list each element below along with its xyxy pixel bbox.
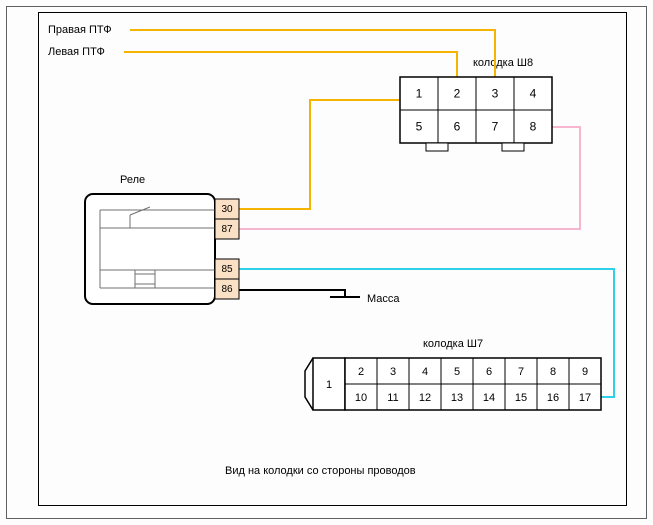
sh7-pin-label: 9 xyxy=(582,366,588,378)
sh7-pin-label: 1 xyxy=(326,379,332,391)
sh8-pin-label: 2 xyxy=(454,87,461,101)
sh7-pin-label: 3 xyxy=(390,366,396,378)
sh8-pin-label: 8 xyxy=(530,120,537,134)
sh7-pin-label: 6 xyxy=(486,366,492,378)
relay-pin-label-87: 87 xyxy=(221,224,233,235)
sh7-pin-label: 5 xyxy=(454,366,460,378)
sh7-pin-label: 10 xyxy=(355,392,367,404)
sh8-notch xyxy=(426,143,448,151)
sh8-notch xyxy=(502,143,524,151)
relay-pin-label-85: 85 xyxy=(221,264,233,275)
relay86-to-mass xyxy=(239,290,345,297)
sh7-pin-label: 17 xyxy=(579,392,591,404)
relay-pin-label-86: 86 xyxy=(221,284,233,295)
sh8-pin-label: 6 xyxy=(454,120,461,134)
sh8-pin-label: 3 xyxy=(492,87,499,101)
sh7-pin-label: 12 xyxy=(419,392,431,404)
sh7-pin-label: 11 xyxy=(387,392,398,404)
wiring-diagram: 3087858612345678123456789101112131415161… xyxy=(0,0,653,525)
sh7-pin-label: 14 xyxy=(483,392,495,404)
sh8-pin-label: 7 xyxy=(492,120,499,134)
sh7-pin-label: 15 xyxy=(515,392,527,404)
sh8-pin-label: 4 xyxy=(530,87,537,101)
sh7-pin-label: 8 xyxy=(550,366,556,378)
sh7-pin-label: 4 xyxy=(422,366,428,378)
sh8-pin-label: 1 xyxy=(416,87,423,101)
relay30-to-sh8-1 xyxy=(239,77,419,209)
sh7-notch xyxy=(305,358,313,410)
relay-pin-label-30: 30 xyxy=(221,204,233,215)
sh8-pin-label: 5 xyxy=(416,120,423,134)
sh7-pin-label: 13 xyxy=(451,392,463,404)
sh7-pin-label: 16 xyxy=(547,392,559,404)
relay-coil xyxy=(135,274,155,284)
right-ptf-wire xyxy=(130,30,495,77)
left-ptf-wire xyxy=(124,52,457,77)
sh7-pin-label: 7 xyxy=(518,366,524,378)
sh7-pin-label: 2 xyxy=(358,366,364,378)
